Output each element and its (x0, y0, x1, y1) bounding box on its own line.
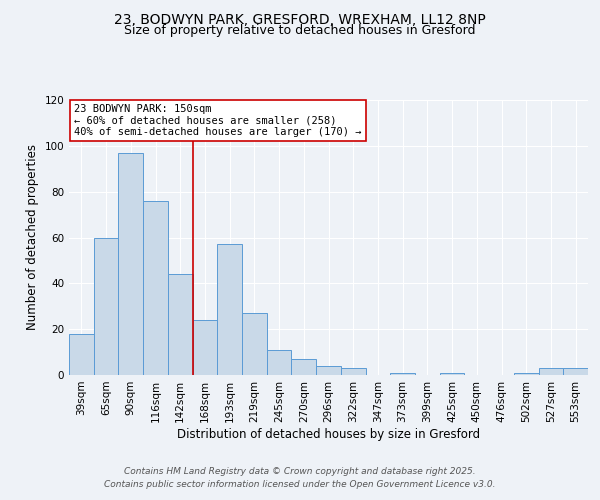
Y-axis label: Number of detached properties: Number of detached properties (26, 144, 39, 330)
Text: Contains public sector information licensed under the Open Government Licence v3: Contains public sector information licen… (104, 480, 496, 489)
Bar (242, 313, 267, 375)
Bar (69, 334, 94, 375)
Text: 23, BODWYN PARK, GRESFORD, WREXHAM, LL12 8NP: 23, BODWYN PARK, GRESFORD, WREXHAM, LL12… (114, 12, 486, 26)
Bar (267, 350, 292, 375)
Bar (316, 366, 341, 375)
Bar (118, 152, 143, 375)
Bar (193, 320, 217, 375)
Text: 23 BODWYN PARK: 150sqm
← 60% of detached houses are smaller (258)
40% of semi-de: 23 BODWYN PARK: 150sqm ← 60% of detached… (74, 104, 362, 138)
Bar (563, 368, 588, 375)
Bar (440, 372, 464, 375)
Bar (94, 238, 118, 375)
X-axis label: Distribution of detached houses by size in Gresford: Distribution of detached houses by size … (177, 428, 480, 440)
Bar (514, 372, 539, 375)
Bar (143, 201, 168, 375)
Bar (217, 244, 242, 375)
Text: Contains HM Land Registry data © Crown copyright and database right 2025.: Contains HM Land Registry data © Crown c… (124, 467, 476, 476)
Bar (390, 372, 415, 375)
Text: Size of property relative to detached houses in Gresford: Size of property relative to detached ho… (124, 24, 476, 37)
Bar (168, 274, 193, 375)
Bar (539, 368, 563, 375)
Bar (292, 359, 316, 375)
Bar (341, 368, 365, 375)
